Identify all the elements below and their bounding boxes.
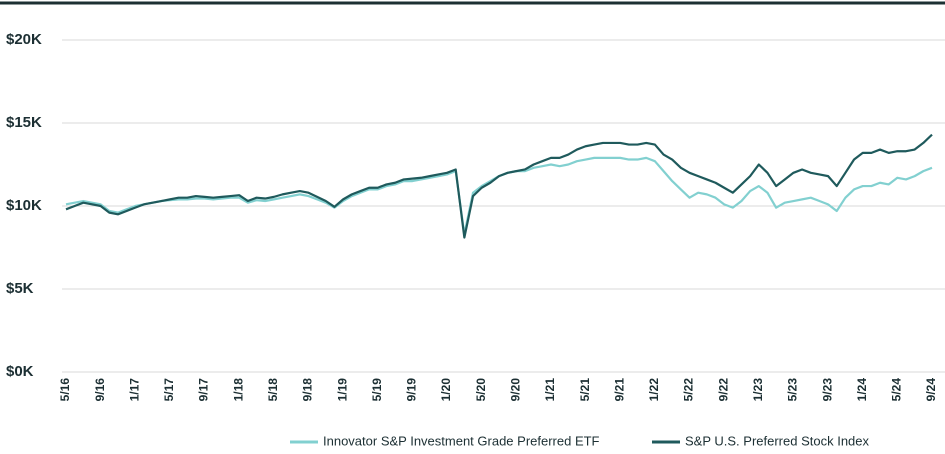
x-tick-label: 1/24 xyxy=(855,378,869,402)
x-tick-label: 5/16 xyxy=(58,378,72,402)
y-tick-label: $15K xyxy=(6,114,42,131)
x-tick-label: 5/17 xyxy=(162,378,176,402)
x-tick-label: 9/24 xyxy=(924,378,938,402)
x-tick-label: 1/19 xyxy=(335,378,349,402)
x-tick-label: 5/19 xyxy=(370,378,384,402)
x-tick-label: 9/20 xyxy=(508,378,522,402)
y-tick-label: $5K xyxy=(6,280,34,297)
x-tick-label: 5/21 xyxy=(578,378,592,402)
x-tick-label: 5/20 xyxy=(474,378,488,402)
x-tick-label: 9/17 xyxy=(197,378,211,402)
series-line xyxy=(65,133,933,239)
y-tick-label: $0K xyxy=(6,363,34,380)
y-tick-label: $20K xyxy=(6,31,42,48)
legend-label: Innovator S&P Investment Grade Preferred… xyxy=(323,433,600,448)
x-tick-label: 1/18 xyxy=(231,378,245,402)
x-tick-label: 9/18 xyxy=(301,378,315,402)
x-tick-label: 1/20 xyxy=(439,378,453,402)
x-tick-label: 9/23 xyxy=(820,378,834,402)
x-tick-label: 9/16 xyxy=(93,378,107,402)
x-tick-label: 1/21 xyxy=(543,378,557,402)
x-tick-label: 9/19 xyxy=(405,378,419,402)
x-tick-label: 5/23 xyxy=(786,378,800,402)
x-tick-label: 9/21 xyxy=(612,378,626,402)
x-tick-label: 5/24 xyxy=(890,378,904,402)
x-tick-label: 9/22 xyxy=(716,378,730,402)
y-tick-label: $10K xyxy=(6,197,42,214)
x-tick-label: 5/22 xyxy=(682,378,696,402)
x-tick-label: 1/22 xyxy=(647,378,661,402)
x-tick-label: 1/23 xyxy=(751,378,765,402)
legend-label: S&P U.S. Preferred Stock Index xyxy=(685,433,870,448)
x-tick-label: 1/17 xyxy=(127,378,141,402)
x-tick-label: 5/18 xyxy=(266,378,280,402)
